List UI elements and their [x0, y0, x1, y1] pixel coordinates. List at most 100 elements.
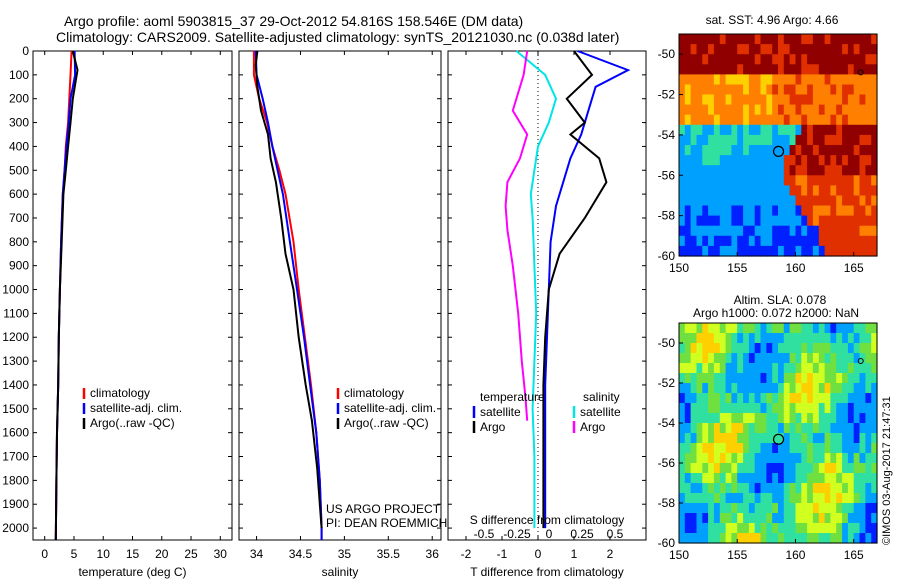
- map-cell: [871, 94, 878, 106]
- map-cell: [778, 363, 785, 374]
- series-line-diff-temperature-argo: [542, 50, 608, 529]
- map-cell: [708, 64, 715, 75]
- map-cell: [865, 175, 872, 186]
- map-cell: [807, 353, 814, 364]
- map-cell: [824, 473, 831, 484]
- map-cell: [865, 483, 872, 494]
- map-cell: [859, 333, 866, 344]
- map-cell: [737, 433, 744, 444]
- map-cell: [853, 363, 861, 374]
- map-cell: [719, 215, 727, 227]
- map-cell: [824, 333, 831, 344]
- map-cell: [824, 74, 831, 86]
- map-cell: [818, 124, 826, 136]
- map-cell: [748, 215, 756, 227]
- map-cell: [818, 403, 826, 414]
- map-cell: [737, 165, 744, 176]
- map-cell: [783, 34, 791, 45]
- map-cell: [737, 323, 744, 334]
- map-cell: [783, 323, 791, 334]
- map-cell: [853, 343, 861, 354]
- map-cell: [812, 403, 820, 414]
- map-cell: [713, 523, 721, 534]
- plot-frame-salinity: [238, 50, 442, 541]
- map-cell: [865, 74, 872, 86]
- map-cell: [702, 74, 709, 86]
- map-cell: [731, 44, 738, 55]
- map-cell: [743, 64, 750, 75]
- map-cell: [772, 64, 779, 75]
- map-cell: [690, 215, 697, 227]
- map-cell: [859, 155, 866, 166]
- x-tick-label-differences: -1: [497, 547, 508, 561]
- map-cell: [702, 373, 709, 384]
- map-cell: [684, 175, 692, 186]
- map-cell: [865, 195, 872, 207]
- map-cell: [743, 463, 750, 474]
- map-cell: [824, 94, 831, 106]
- map-cell: [754, 363, 762, 374]
- map-cell: [847, 225, 855, 237]
- map-cell: [713, 124, 721, 136]
- map-cell: [789, 523, 796, 534]
- map-cell: [690, 343, 697, 354]
- map-cell: [702, 533, 709, 544]
- map-cell: [801, 333, 808, 344]
- map-cell: [830, 363, 837, 374]
- map-cell: [760, 44, 767, 55]
- map-cell: [725, 413, 732, 424]
- map-cell: [795, 185, 802, 197]
- map-cell: [783, 353, 791, 364]
- map-cell: [719, 463, 727, 474]
- map-cell: [865, 363, 872, 374]
- map-cell: [836, 533, 843, 544]
- map-cell: [743, 503, 750, 514]
- map-cell: [801, 74, 808, 86]
- map-cell: [789, 453, 796, 464]
- map-cell: [679, 363, 686, 374]
- map-cell: [778, 443, 785, 454]
- map-cell: [743, 403, 750, 414]
- map-cell: [807, 383, 814, 394]
- map-cell: [847, 353, 855, 364]
- map-cell: [743, 373, 750, 384]
- map-cell: [690, 423, 697, 434]
- series-line-diff-salinity-satellite: [515, 50, 558, 529]
- map-cell: [859, 185, 866, 197]
- map-y-tick-label: -50: [658, 336, 676, 350]
- map-cell: [754, 373, 762, 384]
- map-cell: [795, 483, 802, 494]
- map-cell: [830, 423, 837, 434]
- map-cell: [708, 363, 715, 374]
- map-cell: [795, 215, 802, 227]
- map-cell: [847, 165, 855, 176]
- map-cell: [766, 393, 773, 404]
- map-cell: [713, 343, 721, 354]
- map-cell: [713, 323, 721, 334]
- map-cell: [818, 235, 826, 247]
- map-cell: [719, 433, 727, 444]
- map-cell: [871, 74, 878, 86]
- map-cell: [859, 104, 866, 116]
- map-cell: [760, 225, 767, 237]
- map-cell: [713, 383, 721, 394]
- map-cell: [766, 165, 773, 176]
- map-cell: [713, 463, 721, 474]
- map-cell: [713, 34, 721, 45]
- map-cell: [871, 393, 878, 404]
- map-cell: [725, 423, 732, 434]
- map-cell: [713, 44, 721, 55]
- map-cell: [789, 215, 796, 227]
- map-cell: [778, 473, 785, 484]
- map-cell: [836, 155, 843, 166]
- map-cell: [684, 245, 692, 257]
- map-cell: [824, 363, 831, 374]
- map-cell: [731, 413, 738, 424]
- map-sst_map: [679, 34, 878, 257]
- map-cell: [679, 225, 686, 237]
- map-cell: [754, 503, 762, 514]
- map-cell: [847, 124, 855, 136]
- map-cell: [766, 134, 773, 146]
- map-cell: [847, 205, 855, 217]
